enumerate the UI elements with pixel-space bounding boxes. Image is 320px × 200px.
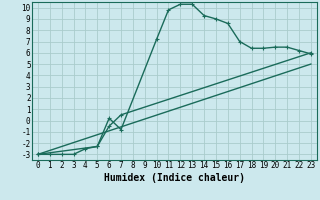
X-axis label: Humidex (Indice chaleur): Humidex (Indice chaleur) — [104, 173, 245, 183]
